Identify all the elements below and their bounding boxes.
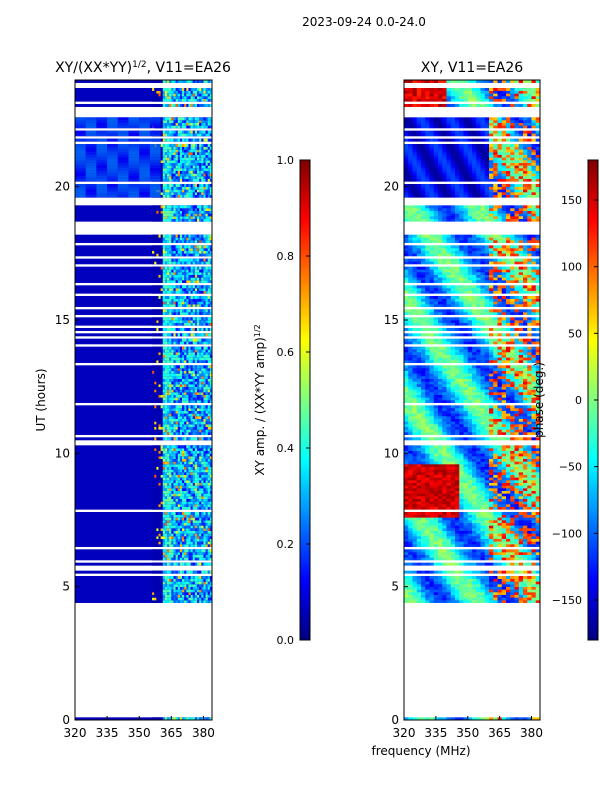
phase-cbar-tick-label: 0 — [575, 394, 582, 407]
amplitude-cbar-tick-label: 0.4 — [277, 442, 295, 455]
phase-ytick-label: 5 — [391, 580, 399, 594]
amplitude-xtick-label: 350 — [128, 726, 151, 740]
figure-suptitle: 2023-09-24 0.0-24.0 — [302, 15, 426, 29]
phase-ytick-label: 10 — [384, 446, 399, 460]
phase-ytick-label: 20 — [384, 180, 399, 194]
amplitude-cbar-tick-label: 0.2 — [277, 538, 295, 551]
phase-cbar-tick-label: −150 — [552, 594, 582, 607]
amplitude-colorbar: 0.0 0.2 0.4 0.6 0.8 1.0 XY amp. / (XX*YY amp)… — [253, 154, 311, 647]
phase-xtick-label: 335 — [424, 726, 447, 740]
phase-axes: 320 335 350 365 380 0 5 10 15 20 — [384, 180, 543, 740]
amplitude-cbar-tick-label: 0.8 — [277, 250, 295, 263]
amplitude-colorbar-ticks: 0.0 0.2 0.4 0.6 0.8 1.0 — [277, 154, 310, 647]
amplitude-colorbar-scale — [299, 159, 311, 641]
phase-xtick-label: 365 — [488, 726, 511, 740]
phase-cbar-tick-label: −100 — [552, 527, 582, 540]
phase-colorbar: −150 −100 −50 0 50 100 150 phase (deg.) — [532, 159, 599, 641]
phase-xtick-label: 380 — [520, 726, 543, 740]
phase-cbar-tick-label: 100 — [561, 261, 582, 274]
amplitude-cbar-tick-label: 0.6 — [277, 346, 295, 359]
phase-plot-frame — [403, 79, 541, 721]
amplitude-ytick-label: 15 — [55, 313, 70, 327]
phase-xtick-label: 350 — [456, 726, 479, 740]
amplitude-plot-frame — [74, 79, 213, 721]
amplitude-ytick-label: 10 — [55, 446, 70, 460]
phase-heatmap — [404, 80, 540, 720]
amplitude-panel: XY/(XX*YY)1/2, V11=EA26 320 335 350 365 380 0… — [34, 60, 231, 740]
phase-cbar-tick-label: 150 — [561, 194, 582, 207]
amplitude-ylabel: UT (hours) — [34, 368, 48, 431]
amplitude-heatmap — [75, 80, 212, 720]
phase-ytick-label: 15 — [384, 313, 399, 327]
phase-colorbar-ticks: −150 −100 −50 0 50 100 150 — [552, 194, 598, 607]
amplitude-panel-title: XY/(XX*YY)1/2, V11=EA26 — [55, 60, 231, 76]
amplitude-ytick-label: 0 — [62, 713, 70, 727]
phase-xtick-label: 320 — [393, 726, 416, 740]
amplitude-colorbar-label: XY amp. / (XX*YY amp)1/2 — [253, 324, 268, 475]
phase-cbar-tick-label: −50 — [559, 461, 582, 474]
amplitude-cbar-tick-label: 1.0 — [277, 154, 295, 167]
shared-xlabel: frequency (MHz) — [371, 744, 470, 758]
amplitude-xtick-label: 380 — [192, 726, 215, 740]
amplitude-xtick-label: 335 — [96, 726, 119, 740]
amplitude-xtick-label: 365 — [160, 726, 183, 740]
phase-panel-title: XY, V11=EA26 — [421, 60, 523, 76]
phase-cbar-tick-label: 50 — [568, 327, 582, 340]
amplitude-xtick-label: 320 — [64, 726, 87, 740]
phase-colorbar-label: phase (deg.) — [532, 362, 546, 438]
amplitude-ytick-label: 5 — [62, 580, 70, 594]
phase-panel: XY, V11=EA26 320 335 350 365 380 0 5 10 15 20 — [384, 60, 543, 740]
phase-ytick-label: 0 — [391, 713, 399, 727]
amplitude-cbar-tick-label: 0.0 — [277, 634, 295, 647]
amplitude-axes: 320 335 350 365 380 0 5 10 15 20 — [55, 180, 215, 740]
amplitude-ytick-label: 20 — [55, 180, 70, 194]
